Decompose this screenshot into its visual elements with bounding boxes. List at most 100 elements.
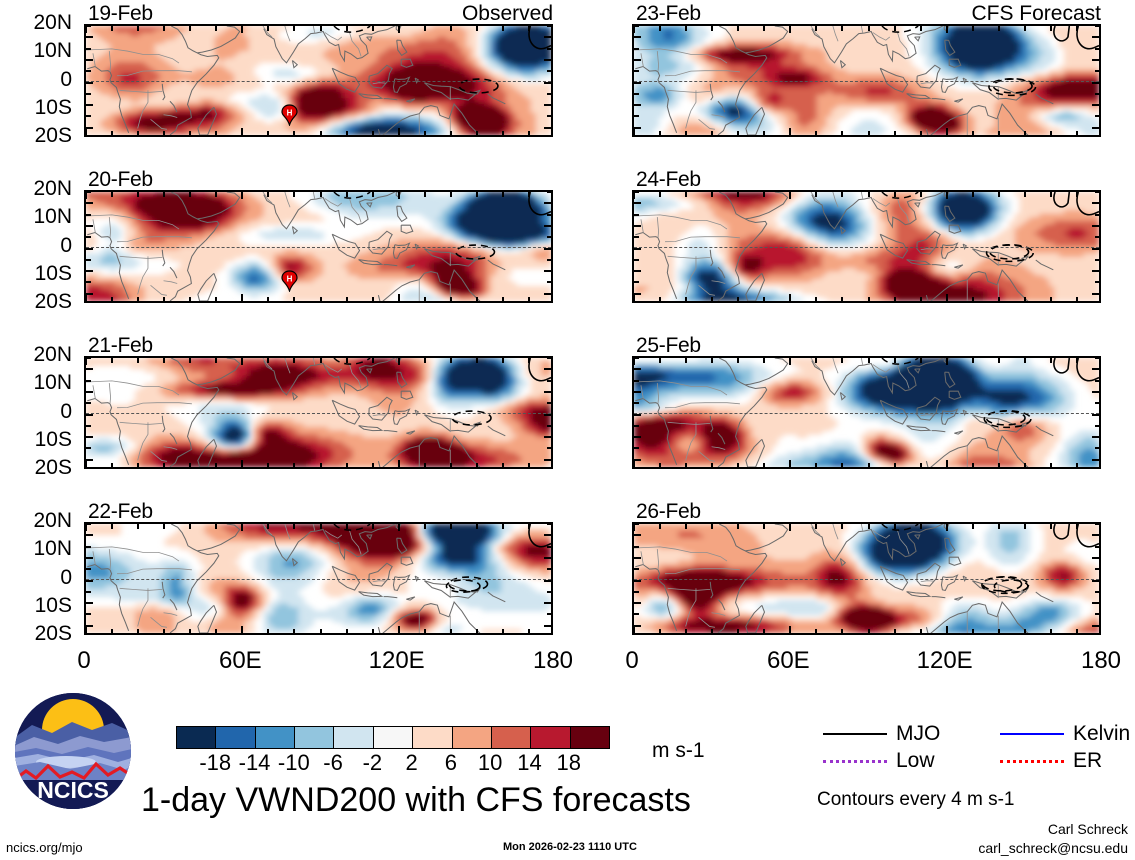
contour-legend-line [1000,759,1064,763]
x-axis-tick [475,358,478,363]
y-axis-tick [546,402,551,405]
y-axis-tick [544,579,551,582]
y-axis-tick [1094,236,1099,239]
x-axis-tick [501,358,504,363]
footer-site-url[interactable]: ncics.org/mjo [6,840,83,855]
map-panel[interactable] [632,356,1101,469]
x-axis-tick [1023,628,1026,633]
x-axis-tick [737,192,740,197]
x-axis-tick [763,358,766,363]
y-axis-tick [634,390,641,393]
y-axis-tick-label: 20N [0,343,72,367]
footer-email[interactable]: carl_schreck@ncsu.edu [978,840,1128,856]
contour-legend-item: Kelvin x2 [1000,722,1135,746]
y-axis-tick [634,424,639,427]
x-axis-tick [711,26,714,31]
x-axis-tick [137,462,140,467]
x-axis-tick [841,26,844,31]
tropical-cyclone-symbol[interactable]: H [280,104,299,128]
tropical-cyclone-symbol[interactable]: H [280,270,299,294]
x-axis-tick [215,296,218,301]
y-axis-tick [544,247,551,250]
x-axis-tick-label: 0 [34,647,134,675]
map-panel[interactable]: H [84,24,553,137]
y-axis-tick [544,458,551,461]
y-axis-tick [1092,292,1099,295]
x-axis-tick [1023,524,1026,529]
x-axis-tick [945,626,948,633]
y-axis-tick [1094,26,1099,27]
y-axis-tick [546,447,551,450]
y-axis-tick [86,458,93,461]
x-axis-tick [1023,130,1026,135]
map-panel[interactable] [84,522,553,635]
ncics-logo: NCICS [14,692,132,810]
x-axis-tick [945,460,948,467]
map-panel[interactable]: H [84,190,553,303]
y-axis-tick [634,202,641,205]
x-axis-tick [815,628,818,633]
x-axis-tick [945,358,948,365]
x-axis-tick [659,628,662,633]
y-axis-tick [1092,390,1099,393]
map-field: H [86,192,551,301]
x-axis-tick [241,26,244,33]
y-axis-tick [634,26,639,27]
x-axis-tick [111,296,114,301]
y-axis-tick [634,236,639,239]
x-axis-tick [215,358,218,363]
x-axis-tick [659,192,662,197]
x-axis-tick [241,294,244,301]
y-axis-tick [634,602,641,605]
y-axis-tick [86,292,93,295]
y-axis-tick-label: 10S [0,262,72,286]
x-axis-tick [971,192,974,197]
map-field [634,524,1099,633]
x-axis-tick [163,296,166,301]
y-axis-tick [86,192,91,193]
x-axis-tick [371,462,374,467]
y-axis-tick [634,213,639,216]
x-axis-tick [163,358,166,363]
y-axis-tick [544,224,551,227]
x-axis-tick-label: 180 [1051,647,1135,675]
x-axis-tick [163,130,166,135]
x-axis-tick [241,128,244,135]
map-panel[interactable] [84,356,553,469]
x-axis-tick [189,130,192,135]
y-axis-tick [634,70,639,73]
x-axis-tick [634,524,635,531]
x-axis-tick [293,296,296,301]
y-axis-tick [546,258,551,261]
x-axis-tick [893,358,896,363]
y-axis-tick [1092,556,1099,559]
colorbar-segment [333,727,373,748]
x-axis-tick [527,26,530,31]
y-axis-tick [86,104,93,107]
x-axis-tick [86,626,87,633]
x-axis-tick [397,26,400,33]
x-axis-tick [111,462,114,467]
map-panel[interactable] [632,24,1101,137]
x-axis-tick [293,130,296,135]
x-axis-tick [763,192,766,197]
y-axis-tick-label: 0 [0,400,72,424]
y-axis-tick-label: 10S [0,96,72,120]
y-axis-tick [1092,579,1099,582]
y-axis-tick [544,58,551,61]
x-axis-tick [1023,192,1026,197]
y-axis-tick [634,247,641,250]
map-field [634,358,1099,467]
y-axis-tick [634,47,639,50]
y-axis-tick [86,236,91,239]
x-axis-tick [267,296,270,301]
x-axis-tick [501,462,504,467]
map-panel[interactable] [632,522,1101,635]
y-axis-tick [86,36,93,39]
x-axis-tick [763,26,766,31]
x-axis-tick [267,192,270,197]
x-axis-tick [423,130,426,135]
x-axis-tick [1049,358,1052,363]
map-panel[interactable] [632,190,1101,303]
y-axis-tick [86,534,93,537]
